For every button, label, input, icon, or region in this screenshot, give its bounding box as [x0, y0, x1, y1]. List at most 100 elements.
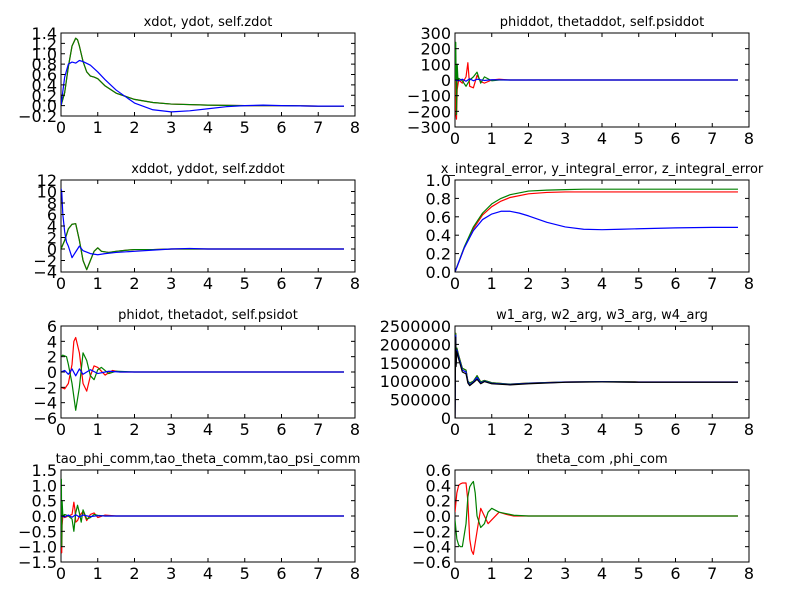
x-tick-label: 3 [166, 564, 176, 583]
x-tick-label: 4 [203, 564, 213, 583]
y-tick-label: 0.6 [32, 66, 57, 85]
x-tick-label: 4 [597, 129, 607, 148]
x-tick-label: 0 [450, 420, 460, 439]
y-tick-label: 4 [47, 332, 57, 351]
x-tick-label: 1 [487, 274, 497, 293]
y-tick-label: −1.0 [18, 538, 57, 557]
series-group [61, 336, 344, 411]
chart-panel-7: 0 1 2 3 4 5 6 7 8 1.51.00.50.0−0.5−1.0−1.5 tao_phi… [18, 452, 360, 583]
series-group [455, 188, 738, 272]
y-tick-label: 0.0 [426, 263, 451, 282]
y-tick-label: 300 [420, 24, 451, 43]
plot-area [60, 32, 356, 117]
series-line-3 [61, 188, 344, 259]
series-line-1 [455, 191, 738, 272]
y-tick-label: 0.8 [32, 55, 57, 74]
y-tick-label: 0 [47, 363, 57, 382]
y-tick-label: 0.4 [426, 226, 451, 245]
y-tick-label: 6 [47, 206, 57, 225]
x-tick-label: 8 [744, 129, 754, 148]
x-tick-label: 0 [450, 564, 460, 583]
x-tick-label: 6 [276, 420, 286, 439]
x-tick-label: 3 [166, 118, 176, 137]
x-tick-label: 8 [350, 420, 360, 439]
x-tick-label: 2 [523, 129, 533, 148]
y-tick-label: −0.6 [412, 553, 451, 572]
y-tick-label: −0.2 [412, 522, 451, 541]
y-tick-label: 2500000 [380, 317, 451, 336]
chart-title: w1_arg, w2_arg, w3_arg, w4_arg [496, 308, 708, 323]
y-tick-label: 1.5 [32, 461, 57, 480]
x-tick-label: 0 [56, 420, 66, 439]
y-tick-label: 0.0 [32, 97, 57, 116]
y-tick-label: 2000000 [380, 335, 451, 354]
plot-area [60, 179, 356, 273]
x-tick-label: 8 [744, 274, 754, 293]
y-tick-label: −2 [33, 378, 57, 397]
x-tick-label: 6 [276, 564, 286, 583]
y-tick-label: 1000000 [380, 372, 451, 391]
y-tick-label: 0 [441, 71, 451, 90]
y-tick-label: 1.4 [32, 24, 57, 43]
y-tick-label: −4 [33, 394, 57, 413]
chart-title: phidot, thetadot, self.psidot [118, 308, 298, 323]
y-tick-label: 1.2 [32, 34, 57, 53]
y-tick-label: 2 [47, 348, 57, 367]
y-tick-label: −1.5 [18, 553, 57, 572]
x-tick-label: 7 [313, 274, 323, 293]
chart-title: xdot, ydot, self.zdot [144, 15, 273, 30]
x-tick-label: 5 [634, 564, 644, 583]
x-tick-label: 2 [129, 118, 139, 137]
y-tick-label: 1.0 [32, 45, 57, 64]
x-tick-label: 2 [523, 274, 533, 293]
chart-panel-6: 0 1 2 3 4 5 6 7 8 2500000200000015000001000000500… [380, 308, 754, 439]
x-tick-label: 4 [597, 420, 607, 439]
plot-area [454, 179, 750, 273]
series-line-3 [61, 368, 344, 377]
x-tick-label: 5 [240, 118, 250, 137]
x-tick-label: 2 [523, 420, 533, 439]
x-tick-label: 5 [240, 274, 250, 293]
series-line-4 [455, 336, 738, 418]
x-tick-label: 1 [487, 564, 497, 583]
x-tick-label: 7 [707, 274, 717, 293]
x-tick-label: 6 [670, 274, 680, 293]
series-line-3 [455, 78, 738, 82]
x-tick-label: 5 [634, 129, 644, 148]
series-line-2 [455, 188, 738, 272]
chart-title: phiddot, thetaddot, self.psiddot [500, 15, 704, 30]
x-tick-label: 1 [487, 129, 497, 148]
y-tick-label: 0.6 [426, 208, 451, 227]
chart-panel-1: 0 1 2 3 4 5 6 7 8 1.41.21.00.80.60.40.20.0−0.2 xdo… [18, 15, 360, 137]
x-tick-label: 6 [670, 129, 680, 148]
y-tick-label: 1.0 [426, 171, 451, 190]
series-line-2 [455, 480, 738, 548]
y-tick-label: 0.2 [32, 86, 57, 105]
x-tick-label: 7 [313, 420, 323, 439]
y-tick-label: 4 [47, 217, 57, 236]
x-tick-label: 0 [450, 129, 460, 148]
y-tick-label: 0.6 [426, 461, 451, 480]
chart-panel-4: 0 1 2 3 4 5 6 7 8 1.00.80.60.40.20.0 x_integral_er… [426, 162, 764, 293]
series-line-2 [61, 37, 344, 107]
x-tick-label: 2 [129, 420, 139, 439]
y-tick-label: 0.2 [426, 245, 451, 264]
y-tick-label: 200 [420, 40, 451, 59]
x-tick-label: 2 [523, 564, 533, 583]
series-group [61, 37, 344, 113]
x-tick-label: 8 [350, 274, 360, 293]
x-tick-label: 6 [276, 118, 286, 137]
y-tick-label: 0.0 [32, 507, 57, 526]
y-tick-label: −200 [407, 102, 451, 121]
y-tick-label: 0.4 [32, 76, 57, 95]
y-tick-label: −0.5 [18, 522, 57, 541]
x-tick-label: 5 [240, 564, 250, 583]
y-tick-label: −100 [407, 87, 451, 106]
x-tick-label: 1 [93, 118, 103, 137]
chart-title: tao_phi_comm,tao_theta_comm,tao_psi_comm [56, 452, 361, 467]
chart-title: x_integral_error, y_integral_error, z_in… [441, 162, 764, 177]
y-tick-label: −4 [33, 263, 57, 282]
x-tick-label: 2 [129, 274, 139, 293]
